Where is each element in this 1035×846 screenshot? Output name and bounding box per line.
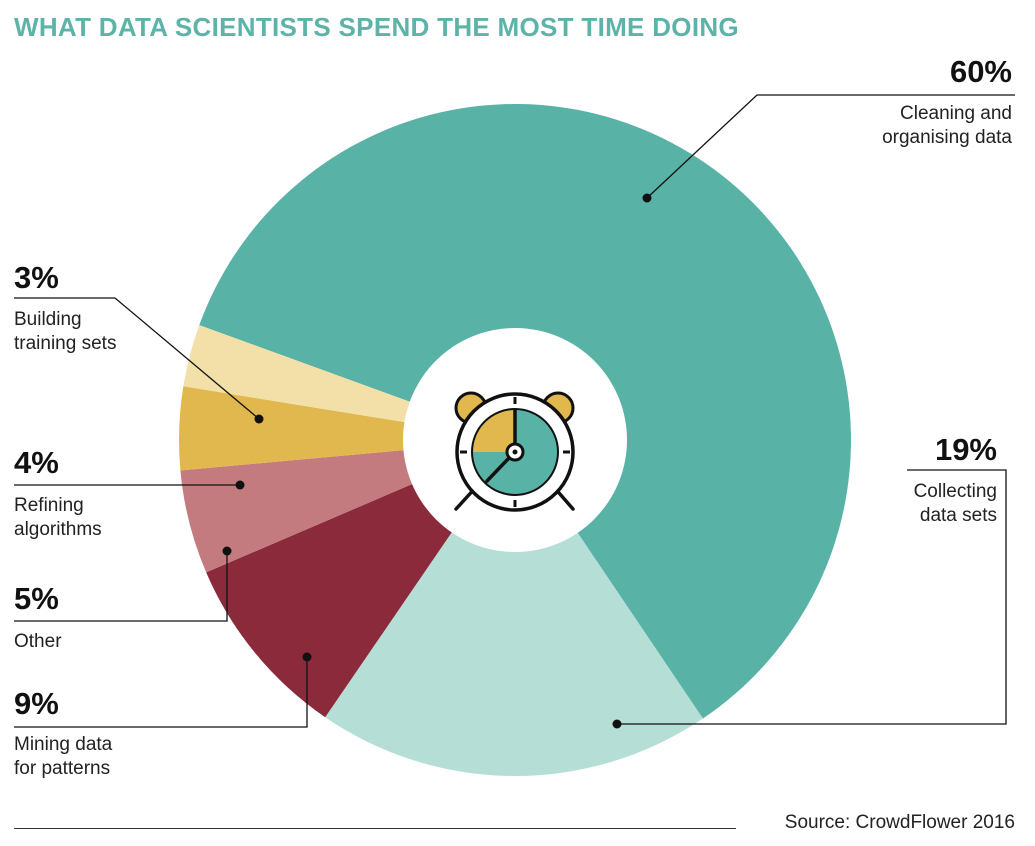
slice-label-refining: Refining [14, 495, 84, 516]
chart-title: WHAT DATA SCIENTISTS SPEND THE MOST TIME… [14, 12, 739, 42]
leader-line-training [14, 297, 260, 420]
leader-line-collecting [617, 469, 1007, 725]
slice-label-training: Building [14, 309, 82, 330]
callout-dot-other [222, 546, 232, 556]
pct-label-cleaning: 60% [950, 54, 1012, 89]
pct-label-mining: 9% [14, 686, 59, 721]
slice-label-collecting: Collecting [914, 481, 997, 502]
slice-label-cleaning: organising data [882, 127, 1012, 148]
pct-label-refining: 4% [14, 445, 59, 480]
callout-dot-cleaning [642, 193, 652, 203]
leader-line-other [14, 551, 228, 622]
pct-label-collecting: 19% [935, 432, 997, 467]
slice-label-collecting: data sets [920, 505, 997, 526]
source-note: Source: CrowdFlower 2016 [784, 812, 1015, 833]
alarm-clock-icon [454, 391, 575, 512]
callout-dot-mining [302, 652, 312, 662]
leader-line-mining [14, 657, 308, 728]
slice-label-refining: algorithms [14, 519, 102, 540]
slice-label-cleaning: Cleaning and [900, 103, 1012, 124]
slice-label-other: Other [14, 631, 62, 652]
slice-refining [179, 386, 516, 471]
callouts-group: 60% Cleaning and organising data 19% Collect… [14, 54, 1015, 779]
callout-dot-refining [235, 480, 245, 490]
slice-label-mining: for patterns [14, 758, 110, 779]
slice-collecting [325, 440, 703, 777]
pct-label-training: 3% [14, 260, 59, 295]
slice-label-training: training sets [14, 333, 116, 354]
slice-label-mining: Mining data [14, 734, 113, 755]
callout-dot-collecting [612, 719, 622, 729]
callout-dot-training [254, 414, 264, 424]
leader-line-cleaning [646, 94, 1015, 199]
footer-rule [14, 828, 736, 829]
pct-label-other: 5% [14, 581, 59, 616]
